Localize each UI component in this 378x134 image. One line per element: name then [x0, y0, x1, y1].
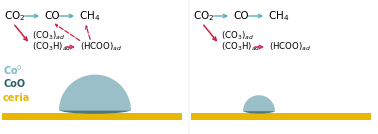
Text: (HCOO)$_{ad}$: (HCOO)$_{ad}$	[80, 41, 122, 53]
Text: (CO$_3$H)$_{ad}$: (CO$_3$H)$_{ad}$	[221, 41, 261, 53]
Text: CO: CO	[44, 11, 60, 21]
Ellipse shape	[243, 108, 275, 114]
Text: (HCOO)$_{ad}$: (HCOO)$_{ad}$	[269, 41, 311, 53]
Text: CoO: CoO	[3, 79, 25, 89]
Text: (CO$_3$H)$_{ad}$: (CO$_3$H)$_{ad}$	[32, 41, 72, 53]
Text: Co$^0$: Co$^0$	[3, 63, 23, 77]
Polygon shape	[243, 95, 275, 111]
Text: (CO$_3$)$_{ad}$: (CO$_3$)$_{ad}$	[32, 30, 65, 42]
Text: CH$_4$: CH$_4$	[79, 9, 100, 23]
Polygon shape	[59, 75, 131, 111]
Text: ceria: ceria	[3, 93, 30, 103]
Bar	[2, 113, 182, 120]
Bar	[191, 113, 371, 120]
Text: CO$_2$: CO$_2$	[4, 9, 25, 23]
Text: CO$_2$: CO$_2$	[193, 9, 214, 23]
Ellipse shape	[59, 106, 131, 114]
Text: CH$_4$: CH$_4$	[268, 9, 289, 23]
Text: CO: CO	[233, 11, 249, 21]
Text: (CO$_3$)$_{ad}$: (CO$_3$)$_{ad}$	[221, 30, 254, 42]
